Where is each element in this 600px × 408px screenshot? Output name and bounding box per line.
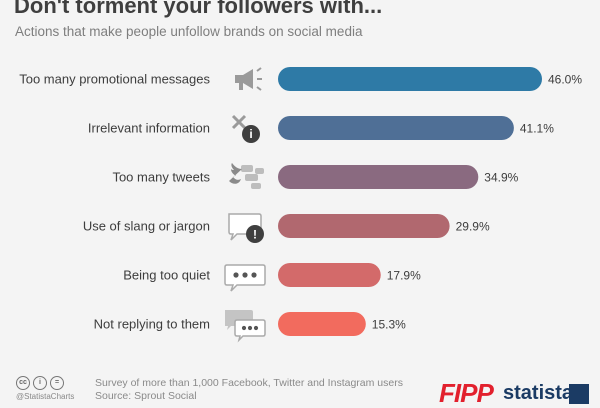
chart-title: Don't torment your followers with... xyxy=(14,0,383,18)
category-label: Too many tweets xyxy=(112,170,210,185)
bar xyxy=(278,263,381,287)
value-label: 17.9% xyxy=(387,269,421,283)
chat-bubbles-icon xyxy=(225,310,266,343)
chart-subtitle: Actions that make people unfollow brands… xyxy=(15,24,363,39)
bar xyxy=(278,165,479,189)
speech-bubble-exclamation-icon: ! xyxy=(228,213,264,243)
statista-logo-mark xyxy=(569,384,589,404)
category-label: Being too quiet xyxy=(123,268,210,283)
no-derivatives-icon: = xyxy=(50,376,64,390)
category-label: Use of slang or jargon xyxy=(83,219,210,234)
statista-logo[interactable]: statista xyxy=(503,382,574,404)
statista-handle: @StatistaCharts xyxy=(16,392,75,401)
speech-bubble-dots-icon xyxy=(224,264,266,292)
footer-note: Survey of more than 1,000 Facebook, Twit… xyxy=(95,377,403,403)
value-label: 46.0% xyxy=(548,73,582,87)
category-label: Irrelevant information xyxy=(88,121,210,136)
bar xyxy=(278,214,450,238)
value-label: 41.1% xyxy=(520,122,554,136)
bar xyxy=(278,116,514,140)
category-label: Not replying to them xyxy=(94,317,210,332)
cc-icon: cc xyxy=(16,376,30,390)
survey-note: Survey of more than 1,000 Facebook, Twit… xyxy=(95,377,403,389)
value-label: 15.3% xyxy=(372,318,406,332)
svg-text:!: ! xyxy=(253,228,257,242)
bar xyxy=(278,312,366,336)
value-label: 29.9% xyxy=(456,220,490,234)
bar xyxy=(278,67,542,91)
twitter-chat-icon xyxy=(229,163,264,189)
fipp-logo[interactable]: FIPP xyxy=(439,378,494,408)
value-label: 34.9% xyxy=(484,171,518,185)
irrelevant-info-icon: i xyxy=(231,114,260,143)
license-icons: cc i = xyxy=(16,376,64,390)
source-note: Source: Sprout Social xyxy=(95,390,197,402)
category-label: Too many promotional messages xyxy=(19,72,210,87)
megaphone-icon xyxy=(235,67,262,91)
svg-text:i: i xyxy=(249,127,252,141)
attribution-icon: i xyxy=(33,376,47,390)
